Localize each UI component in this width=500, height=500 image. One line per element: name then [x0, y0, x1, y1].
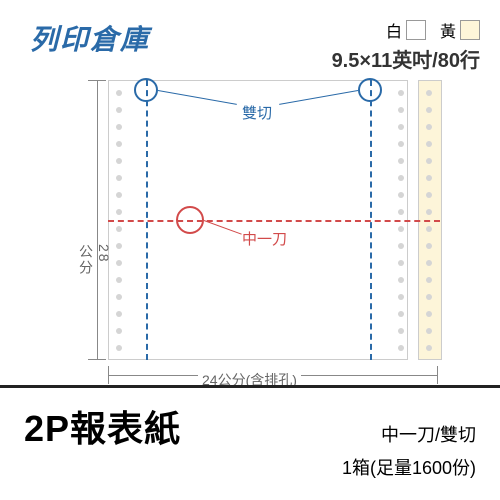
sprocket-hole — [426, 107, 432, 113]
sprocket-hole — [426, 328, 432, 334]
cut-spec: 中一刀/雙切 — [381, 421, 476, 447]
sprocket-hole — [116, 209, 122, 215]
sprocket-hole — [426, 158, 432, 164]
sprocket-hole — [398, 158, 404, 164]
sprocket-hole — [116, 294, 122, 300]
product-title: 2P報表紙 — [24, 400, 181, 452]
sprocket-hole — [426, 243, 432, 249]
sprocket-hole — [398, 90, 404, 96]
sprocket-hole — [398, 192, 404, 198]
sprocket-hole — [116, 328, 122, 334]
double-cut-marker — [358, 78, 382, 102]
sprocket-hole — [398, 107, 404, 113]
swatch-yellow-label: 黃 — [440, 18, 456, 42]
sprocket-hole — [398, 328, 404, 334]
sprocket-hole — [116, 260, 122, 266]
sprocket-hole — [116, 192, 122, 198]
sprocket-hole — [116, 107, 122, 113]
sprocket-hole — [426, 175, 432, 181]
sprocket-hole — [426, 90, 432, 96]
dimension-vertical: 28公分 — [88, 80, 106, 360]
sprocket-hole — [426, 141, 432, 147]
sprocket-hole — [398, 226, 404, 232]
sprocket-hole — [398, 141, 404, 147]
dim-v-label: 28公分 — [76, 244, 112, 276]
sprocket-hole — [398, 209, 404, 215]
sprocket-hole — [398, 243, 404, 249]
sprocket-hole — [116, 243, 122, 249]
sprocket-hole — [398, 345, 404, 351]
sprocket-hole — [116, 158, 122, 164]
swatch-white: 白 — [386, 18, 426, 42]
sprocket-hole — [116, 277, 122, 283]
dimension-horizontal: 24公分(含排孔) — [108, 366, 438, 384]
sprocket-hole — [398, 294, 404, 300]
double-cut-label: 雙切 — [242, 102, 272, 123]
sprocket-hole — [116, 90, 122, 96]
sprocket-hole — [426, 311, 432, 317]
sprocket-hole — [116, 124, 122, 130]
double-cut-marker — [134, 78, 158, 102]
sprocket-hole — [398, 124, 404, 130]
sprocket-hole — [398, 311, 404, 317]
sprocket-hole — [426, 277, 432, 283]
color-swatches: 白 黃 — [332, 18, 480, 42]
swatch-white-label: 白 — [386, 18, 402, 42]
sprocket-hole — [398, 175, 404, 181]
brand-logo: 列印倉庫 — [30, 18, 150, 58]
sprocket-hole — [116, 311, 122, 317]
sprocket-hole — [398, 277, 404, 283]
sprocket-hole — [426, 294, 432, 300]
center-cut-marker — [176, 206, 204, 234]
product-footer: 2P報表紙 中一刀/雙切 1箱(足量1600份) — [0, 385, 500, 500]
paper-diagram: 28公分 24公分(含排孔) 雙切中一刀 — [50, 70, 470, 400]
swatch-white-box — [406, 20, 426, 40]
swatch-yellow: 黃 — [440, 18, 480, 42]
quantity-spec: 1箱(足量1600份) — [342, 454, 476, 480]
sprocket-hole — [426, 209, 432, 215]
sprocket-hole — [116, 141, 122, 147]
spec-block: 白 黃 9.5×11英吋/80行 — [332, 18, 480, 73]
size-spec-text: 9.5×11英吋/80行 — [332, 44, 480, 73]
sprocket-hole — [426, 345, 432, 351]
center-cut-line — [108, 220, 440, 222]
sprocket-hole — [398, 260, 404, 266]
sprocket-hole — [426, 192, 432, 198]
sprocket-hole — [426, 260, 432, 266]
sprocket-hole — [116, 345, 122, 351]
center-cut-label: 中一刀 — [242, 228, 287, 249]
sprocket-hole — [116, 226, 122, 232]
sprocket-hole — [426, 124, 432, 130]
sprocket-hole — [426, 226, 432, 232]
sprocket-hole — [116, 175, 122, 181]
swatch-yellow-box — [460, 20, 480, 40]
